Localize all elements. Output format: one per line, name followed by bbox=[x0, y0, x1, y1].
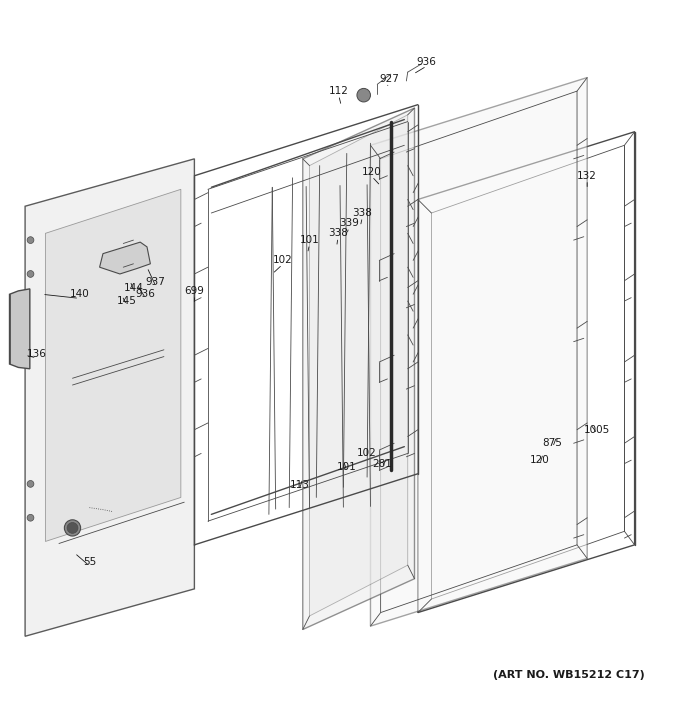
Text: 120: 120 bbox=[530, 455, 549, 466]
Circle shape bbox=[27, 271, 34, 277]
Polygon shape bbox=[99, 242, 150, 274]
Text: 927: 927 bbox=[379, 74, 399, 84]
Text: 699: 699 bbox=[184, 286, 204, 296]
Text: 112: 112 bbox=[328, 86, 349, 96]
Text: 144: 144 bbox=[124, 282, 144, 292]
Text: 936: 936 bbox=[136, 290, 156, 299]
Polygon shape bbox=[309, 115, 408, 616]
Text: 132: 132 bbox=[577, 171, 597, 181]
Text: 102: 102 bbox=[273, 256, 292, 266]
Text: 102: 102 bbox=[357, 448, 377, 458]
Polygon shape bbox=[371, 77, 588, 626]
Text: 120: 120 bbox=[362, 167, 381, 177]
Text: 113: 113 bbox=[290, 480, 309, 490]
Circle shape bbox=[27, 481, 34, 487]
Polygon shape bbox=[46, 189, 181, 542]
Circle shape bbox=[27, 237, 34, 243]
Text: 55: 55 bbox=[83, 557, 96, 567]
Text: 281: 281 bbox=[372, 458, 392, 468]
Polygon shape bbox=[10, 289, 30, 369]
Text: 1005: 1005 bbox=[584, 425, 611, 434]
Text: 338: 338 bbox=[328, 228, 348, 238]
Text: 936: 936 bbox=[417, 57, 437, 67]
Circle shape bbox=[67, 523, 78, 534]
Text: 937: 937 bbox=[146, 277, 166, 287]
Text: 145: 145 bbox=[117, 296, 137, 306]
Text: 140: 140 bbox=[69, 290, 89, 299]
Text: 875: 875 bbox=[543, 438, 562, 448]
Text: (ART NO. WB15212 C17): (ART NO. WB15212 C17) bbox=[493, 670, 645, 681]
Text: 339: 339 bbox=[339, 218, 359, 228]
Circle shape bbox=[65, 520, 81, 536]
Polygon shape bbox=[303, 108, 415, 629]
Circle shape bbox=[357, 88, 371, 102]
Polygon shape bbox=[25, 159, 194, 636]
Text: 338: 338 bbox=[352, 208, 372, 218]
Text: 101: 101 bbox=[300, 235, 320, 245]
Text: 136: 136 bbox=[27, 349, 46, 359]
Text: 101: 101 bbox=[337, 462, 356, 472]
Circle shape bbox=[27, 514, 34, 521]
